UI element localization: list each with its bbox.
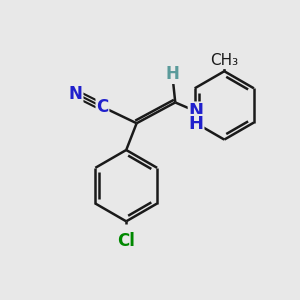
Text: H: H bbox=[165, 65, 179, 83]
Text: H: H bbox=[189, 115, 204, 133]
Text: C: C bbox=[96, 98, 109, 116]
Text: Cl: Cl bbox=[117, 232, 135, 250]
Text: N: N bbox=[69, 85, 82, 103]
Text: CH₃: CH₃ bbox=[210, 53, 238, 68]
Text: N: N bbox=[189, 102, 204, 120]
